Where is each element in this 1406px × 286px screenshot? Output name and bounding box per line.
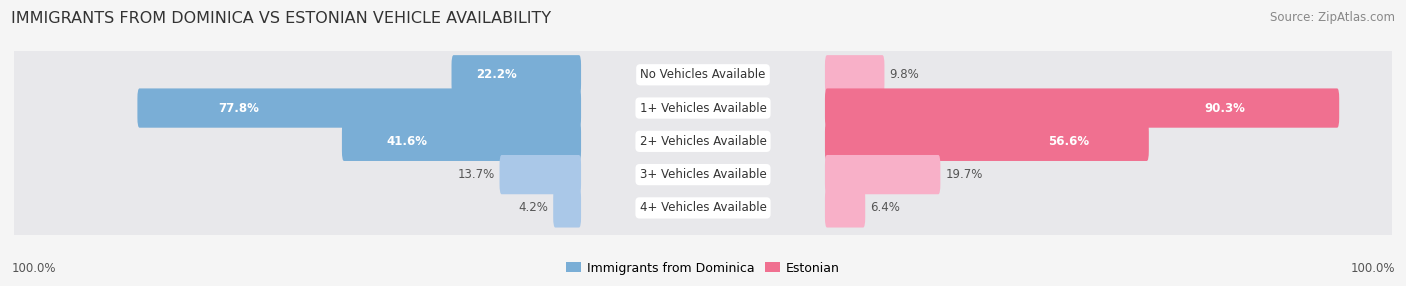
Text: 100.0%: 100.0% [1350, 262, 1395, 275]
Text: 22.2%: 22.2% [477, 68, 517, 81]
Text: 1+ Vehicles Available: 1+ Vehicles Available [640, 102, 766, 115]
Text: 100.0%: 100.0% [11, 262, 56, 275]
FancyBboxPatch shape [138, 88, 581, 128]
FancyBboxPatch shape [825, 122, 1149, 161]
Text: 77.8%: 77.8% [218, 102, 260, 115]
FancyBboxPatch shape [13, 135, 1393, 214]
FancyBboxPatch shape [825, 188, 865, 228]
FancyBboxPatch shape [13, 102, 1393, 180]
Text: 4+ Vehicles Available: 4+ Vehicles Available [640, 201, 766, 214]
FancyBboxPatch shape [499, 155, 581, 194]
Text: Source: ZipAtlas.com: Source: ZipAtlas.com [1270, 11, 1395, 24]
Text: 3+ Vehicles Available: 3+ Vehicles Available [640, 168, 766, 181]
Text: 4.2%: 4.2% [519, 201, 548, 214]
FancyBboxPatch shape [451, 55, 581, 94]
FancyBboxPatch shape [342, 122, 581, 161]
Text: 19.7%: 19.7% [945, 168, 983, 181]
Text: IMMIGRANTS FROM DOMINICA VS ESTONIAN VEHICLE AVAILABILITY: IMMIGRANTS FROM DOMINICA VS ESTONIAN VEH… [11, 11, 551, 26]
Legend: Immigrants from Dominica, Estonian: Immigrants from Dominica, Estonian [561, 257, 845, 279]
FancyBboxPatch shape [13, 69, 1393, 147]
Text: 90.3%: 90.3% [1205, 102, 1246, 115]
FancyBboxPatch shape [825, 88, 1339, 128]
Text: 2+ Vehicles Available: 2+ Vehicles Available [640, 135, 766, 148]
FancyBboxPatch shape [13, 169, 1393, 247]
FancyBboxPatch shape [553, 188, 581, 228]
Text: 41.6%: 41.6% [387, 135, 427, 148]
Text: No Vehicles Available: No Vehicles Available [640, 68, 766, 81]
FancyBboxPatch shape [825, 55, 884, 94]
Text: 6.4%: 6.4% [870, 201, 900, 214]
Text: 9.8%: 9.8% [889, 68, 920, 81]
Text: 13.7%: 13.7% [457, 168, 495, 181]
Text: 56.6%: 56.6% [1047, 135, 1090, 148]
FancyBboxPatch shape [825, 155, 941, 194]
FancyBboxPatch shape [13, 35, 1393, 114]
